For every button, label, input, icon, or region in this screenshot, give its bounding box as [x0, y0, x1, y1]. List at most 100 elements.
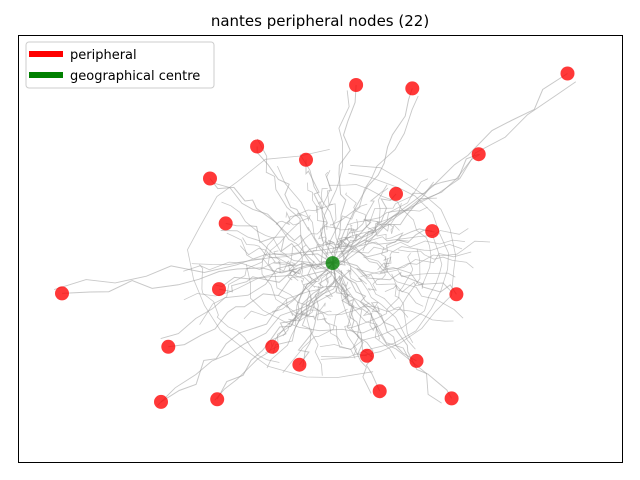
peripheral-node — [360, 348, 374, 363]
street-segment — [61, 262, 333, 294]
street-segment — [362, 303, 381, 340]
peripheral-node — [349, 78, 364, 92]
street-segment — [256, 138, 320, 281]
street-segment — [338, 276, 372, 394]
street-segment — [336, 219, 359, 248]
street-segment — [371, 301, 381, 313]
street-segment — [214, 277, 343, 401]
street-segment — [356, 268, 456, 278]
street-segment — [364, 228, 469, 243]
peripheral-node — [210, 392, 225, 407]
street-segment — [282, 308, 348, 373]
street-segment — [330, 203, 368, 226]
street-segment — [347, 253, 414, 329]
peripheral-node — [389, 186, 403, 201]
street-segment — [363, 256, 464, 319]
street-segment — [191, 262, 322, 271]
street-segment — [299, 154, 352, 275]
street-segment — [320, 164, 457, 360]
peripheral-node — [471, 147, 486, 162]
street-segment — [362, 305, 454, 322]
street-segment — [275, 219, 300, 226]
street-segment — [338, 202, 402, 258]
street-segment — [307, 182, 328, 230]
street-segment — [198, 264, 280, 363]
street-segment — [243, 289, 320, 320]
street-segment — [368, 226, 409, 242]
street-segment — [367, 247, 389, 291]
peripheral-node — [425, 224, 440, 239]
street-segment — [338, 153, 481, 265]
street-segment — [391, 273, 414, 343]
peripheral-node — [292, 357, 307, 372]
street-segment — [315, 188, 328, 213]
street-segment — [285, 211, 311, 222]
legend-box — [25, 41, 215, 89]
street-segment — [331, 184, 388, 253]
street-segment — [265, 271, 331, 354]
street-segment — [332, 229, 433, 266]
peripheral-node — [154, 394, 168, 409]
street-segment — [321, 172, 449, 358]
legend-label-centre: geographical centre — [70, 69, 200, 84]
street-segment — [256, 146, 333, 264]
street-segment — [351, 243, 463, 254]
peripheral-node — [212, 282, 226, 297]
street-segment — [317, 232, 335, 254]
peripheral-node — [218, 216, 233, 231]
street-segment — [226, 232, 274, 273]
street-segment — [332, 88, 413, 264]
street-segment — [332, 84, 357, 264]
peripheral-node — [299, 152, 313, 167]
street-segment — [183, 252, 301, 272]
street-segment — [299, 244, 351, 293]
street-segment — [277, 165, 329, 256]
peripheral-node — [449, 287, 464, 302]
street-segment — [288, 225, 357, 282]
street-segment — [348, 178, 429, 234]
street-segment — [187, 149, 374, 379]
legend: peripheral geographical centre — [25, 41, 215, 89]
peripheral-node — [372, 384, 387, 399]
street-segment — [332, 262, 453, 399]
street-segment — [324, 271, 334, 300]
street-segment — [398, 249, 474, 269]
street-segment — [332, 193, 397, 264]
street-segment — [349, 267, 416, 350]
street-network — [53, 73, 577, 406]
street-segment — [295, 274, 313, 326]
street-segment — [218, 260, 333, 293]
peripheral-node — [444, 391, 459, 406]
peripheral-node — [265, 339, 280, 354]
street-segment — [199, 252, 268, 325]
geographical-centre-node — [325, 256, 340, 271]
street-segment — [312, 239, 353, 256]
street-segment — [383, 256, 392, 270]
street-segment — [346, 263, 409, 318]
street-segment — [328, 184, 432, 289]
street-segment — [324, 228, 435, 254]
street-segment — [220, 230, 344, 274]
street-segment — [221, 201, 288, 257]
street-segment — [245, 248, 421, 334]
street-segment — [213, 182, 337, 275]
chart-title: nantes peripheral nodes (22) — [211, 12, 429, 30]
street-segment — [53, 244, 353, 291]
peripheral-node — [55, 286, 69, 301]
street-segment — [287, 267, 297, 281]
street-segment — [168, 262, 333, 348]
street-segment — [325, 171, 337, 230]
street-segment — [261, 203, 333, 318]
peripheral-node — [161, 339, 176, 354]
street-segment — [360, 251, 472, 277]
street-segment — [160, 242, 332, 340]
street-segment — [347, 206, 428, 226]
street-segment — [342, 246, 453, 293]
peripheral-node — [560, 66, 575, 81]
peripheral-node — [405, 81, 420, 96]
peripheral-node — [250, 139, 265, 154]
street-segment — [332, 263, 381, 392]
street-segment — [358, 239, 466, 250]
street-segment — [273, 250, 281, 274]
